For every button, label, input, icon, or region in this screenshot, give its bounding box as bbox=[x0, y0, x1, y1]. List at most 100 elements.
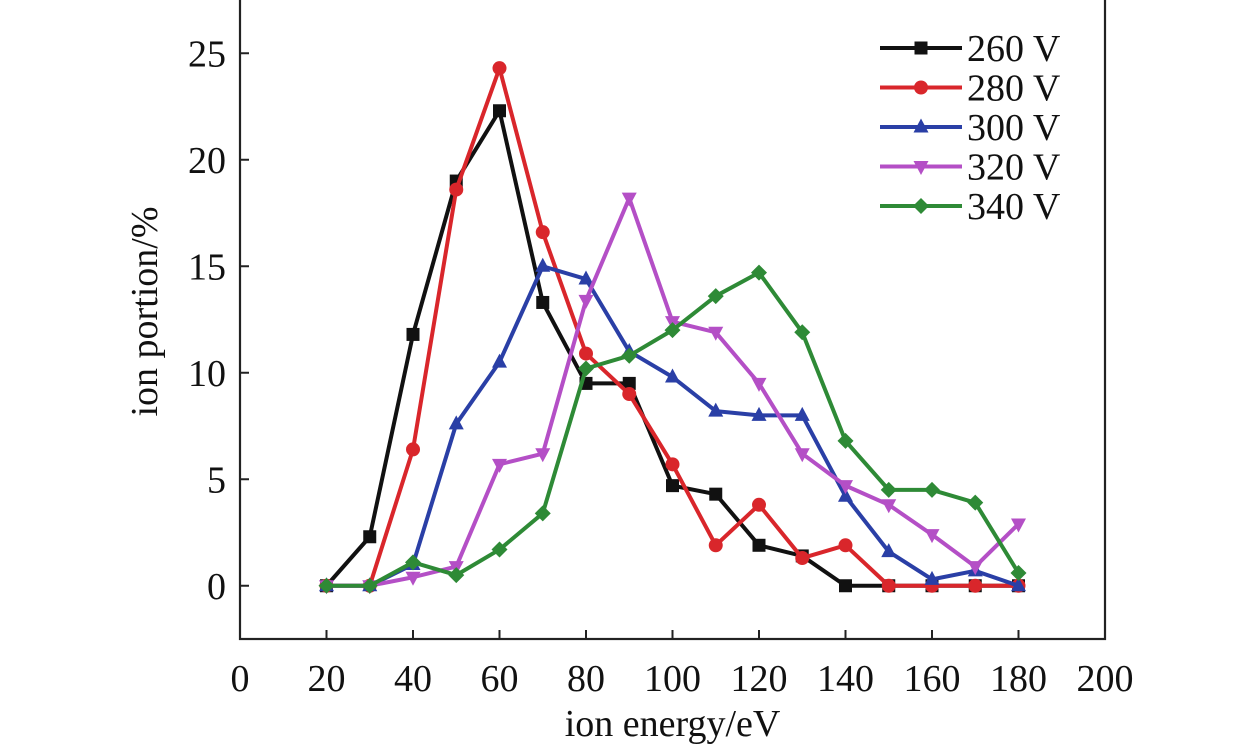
data-point bbox=[881, 543, 897, 558]
data-point bbox=[363, 530, 377, 544]
data-point bbox=[924, 481, 940, 498]
data-point bbox=[967, 494, 984, 511]
axis-ticks: 0 20 40 60 80 100 120 140 160 180 200 0 5 10 15 20 25 bbox=[188, 33, 1134, 700]
data-point bbox=[708, 538, 723, 553]
data-point bbox=[837, 432, 854, 449]
data-point bbox=[621, 192, 637, 207]
data-point bbox=[751, 377, 767, 392]
data-point bbox=[968, 578, 983, 593]
y-tick-label: 20 bbox=[188, 140, 226, 182]
data-point bbox=[794, 406, 810, 421]
data-point bbox=[1011, 577, 1026, 592]
x-tick-label: 100 bbox=[644, 658, 701, 700]
data-point bbox=[1010, 564, 1027, 581]
x-tick-label: 120 bbox=[731, 658, 788, 700]
data-point bbox=[449, 182, 464, 197]
data-point bbox=[709, 487, 723, 501]
data-point bbox=[536, 295, 550, 309]
legend-label: 280 V bbox=[967, 68, 1061, 110]
legend-marker bbox=[913, 118, 929, 133]
data-point bbox=[839, 579, 852, 593]
x-axis-title: ion energy/eV bbox=[565, 703, 781, 745]
legend-marker bbox=[913, 161, 929, 175]
data-point bbox=[492, 458, 507, 473]
data-point bbox=[752, 538, 766, 552]
data-point bbox=[578, 360, 594, 377]
series-4 bbox=[319, 192, 1026, 595]
data-point bbox=[665, 457, 680, 472]
y-tick-label: 25 bbox=[188, 33, 226, 75]
data-point bbox=[708, 326, 724, 341]
legend-item: 260 V bbox=[880, 28, 1061, 70]
data-point bbox=[318, 577, 335, 594]
legend-label: 300 V bbox=[967, 107, 1061, 149]
legend-item: 280 V bbox=[880, 68, 1061, 110]
data-point bbox=[406, 442, 420, 457]
data-point bbox=[534, 505, 551, 522]
data-point bbox=[707, 288, 724, 305]
data-point bbox=[924, 570, 940, 585]
data-point bbox=[838, 480, 853, 495]
series-line bbox=[326, 196, 1020, 588]
data-point bbox=[924, 529, 940, 544]
data-point bbox=[535, 225, 550, 240]
data-point bbox=[795, 551, 810, 566]
data-point bbox=[967, 561, 983, 576]
data-point bbox=[838, 487, 853, 502]
x-tick-label: 60 bbox=[481, 658, 519, 700]
data-point bbox=[622, 387, 637, 402]
data-point bbox=[880, 481, 897, 498]
legend-item: 300 V bbox=[880, 107, 1061, 149]
data-point bbox=[405, 571, 421, 586]
x-tick-label: 0 bbox=[231, 658, 250, 700]
series-lines bbox=[318, 61, 1027, 595]
data-point bbox=[535, 257, 551, 272]
data-point bbox=[751, 264, 767, 281]
data-point bbox=[881, 578, 896, 593]
y-tick-label: 10 bbox=[188, 353, 226, 395]
data-point bbox=[405, 554, 421, 571]
legend-label: 260 V bbox=[967, 28, 1061, 70]
data-point bbox=[838, 538, 853, 553]
data-point bbox=[492, 61, 507, 76]
series-5 bbox=[318, 264, 1027, 594]
series-3 bbox=[319, 257, 1026, 592]
x-tick-label: 140 bbox=[817, 658, 874, 700]
legend-item: 340 V bbox=[880, 186, 1061, 228]
data-point bbox=[579, 346, 593, 361]
data-point bbox=[708, 402, 724, 417]
x-tick-label: 160 bbox=[904, 658, 961, 700]
x-tick-label: 80 bbox=[567, 658, 605, 700]
x-tick-label: 200 bbox=[1077, 658, 1134, 700]
y-tick-label: 0 bbox=[207, 566, 226, 608]
legend-marker bbox=[913, 198, 929, 214]
x-tick-label: 40 bbox=[394, 658, 432, 700]
data-point bbox=[794, 324, 811, 341]
data-point bbox=[493, 104, 506, 118]
data-point bbox=[881, 499, 897, 514]
data-point bbox=[448, 567, 465, 584]
data-point bbox=[406, 327, 420, 341]
data-point bbox=[621, 347, 638, 364]
legend-marker bbox=[914, 80, 928, 95]
x-tick-label: 20 bbox=[308, 658, 346, 700]
data-point bbox=[752, 497, 766, 512]
x-tick-label: 180 bbox=[990, 658, 1047, 700]
data-point bbox=[535, 448, 551, 463]
data-point bbox=[361, 577, 378, 594]
y-tick-label: 15 bbox=[188, 246, 226, 288]
data-point bbox=[578, 294, 594, 309]
data-point bbox=[665, 368, 680, 383]
y-tick-label: 5 bbox=[207, 459, 226, 501]
series-line bbox=[326, 264, 1020, 588]
legend-item: 320 V bbox=[880, 147, 1061, 189]
legend-marker bbox=[914, 41, 928, 55]
y-axis-title: ion portion/% bbox=[124, 206, 166, 416]
data-point bbox=[492, 353, 507, 368]
data-point bbox=[1011, 518, 1026, 533]
data-point bbox=[622, 376, 636, 390]
legend-label: 340 V bbox=[967, 186, 1061, 228]
data-point bbox=[794, 448, 810, 463]
